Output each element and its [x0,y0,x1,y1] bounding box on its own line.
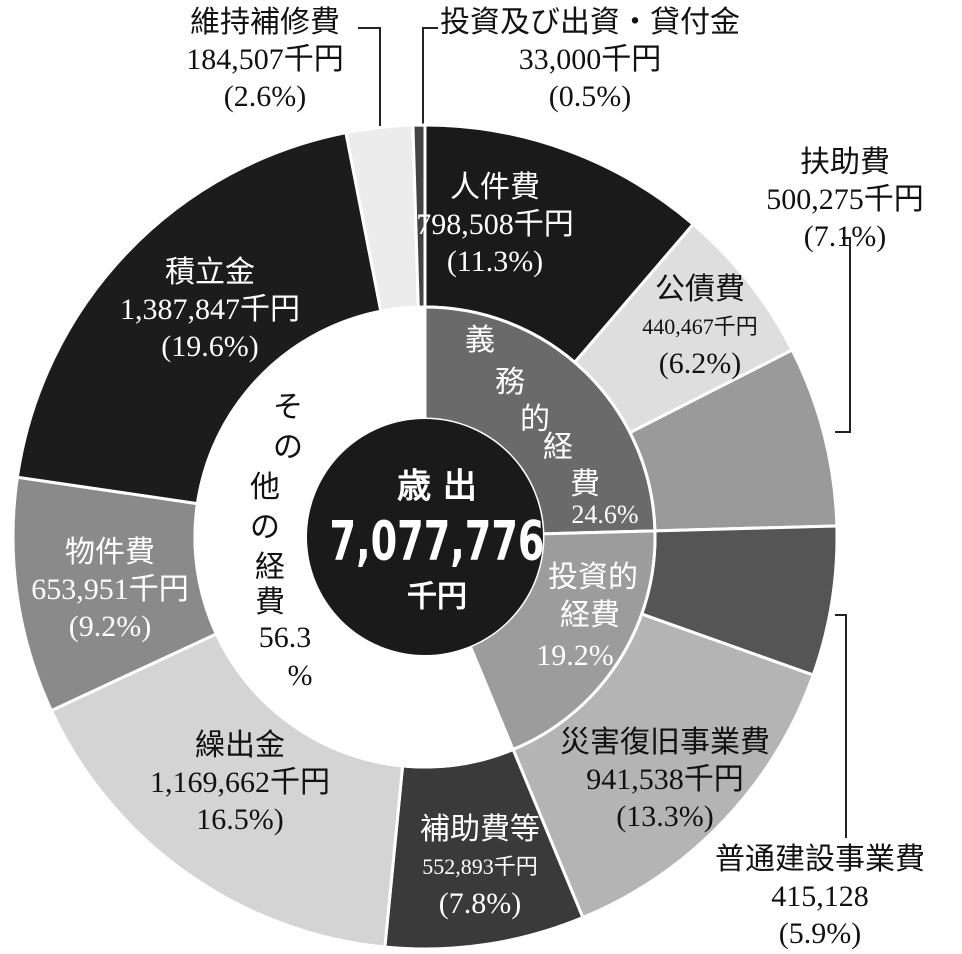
percent-label: (2.6%) [224,80,306,113]
value-label: 798,508千円 [416,208,574,241]
inner-label: その他の経費 [250,391,303,619]
inner-value: 19.2% [536,639,614,672]
value-label: 440,467千円 [642,314,758,339]
value-label: 500,275千円 [766,183,924,216]
center-unit: 千円 [407,580,467,615]
center-circle [307,419,543,655]
percent-label: (7.8%) [439,887,521,920]
center-total: 7,077,776 [330,510,545,573]
inner-label: 投資的経費 [548,561,638,632]
category-label: 補助費等 [420,813,540,846]
percent-label: (0.5%) [549,80,631,113]
category-label: 積立金 [165,256,255,289]
percent-label: (5.9%) [779,917,861,950]
percent-label: (7.1%) [804,220,886,253]
percent-label: 16.5%) [196,803,283,836]
category-label: 普通建設事業費 [715,843,925,876]
value-label: 653,951千円 [31,573,189,606]
percent-label: (6.2%) [659,347,741,380]
category-label: 物件費 [65,536,155,569]
leader-line [835,237,851,433]
value-label: 1,169,662千円 [150,766,330,799]
category-label: 投資及び出資・貸付金 [440,6,740,39]
value-label: 941,538千円 [586,763,744,796]
leader-line [422,27,438,125]
center-title: 歳 出 [397,467,477,507]
value-label: 184,507千円 [186,43,344,76]
category-label: 維持補修費 [190,6,340,39]
inner-label: 義務的経費 [465,324,600,501]
inner-value: 24.6% [571,500,638,529]
value-label: 415,128 [771,880,869,913]
category-label: 公債費 [655,273,745,306]
leader-line [835,614,847,838]
percent-label: (13.3%) [616,800,713,833]
category-label: 災害復旧事業費 [560,726,770,759]
category-label: 繰出金 [195,729,285,762]
percent-label: (19.6%) [161,330,258,363]
category-label: 人件費 [450,171,540,204]
value-label: 1,387,847千円 [120,293,300,326]
leader-line [358,27,381,150]
percent-label: (9.2%) [69,610,151,643]
value-label: 33,000千円 [519,43,662,76]
value-label: 552,893千円 [422,854,538,879]
category-label: 扶助費 [800,146,890,179]
percent-label: (11.3%) [447,245,543,278]
inner-value: 56.3% [259,621,313,692]
